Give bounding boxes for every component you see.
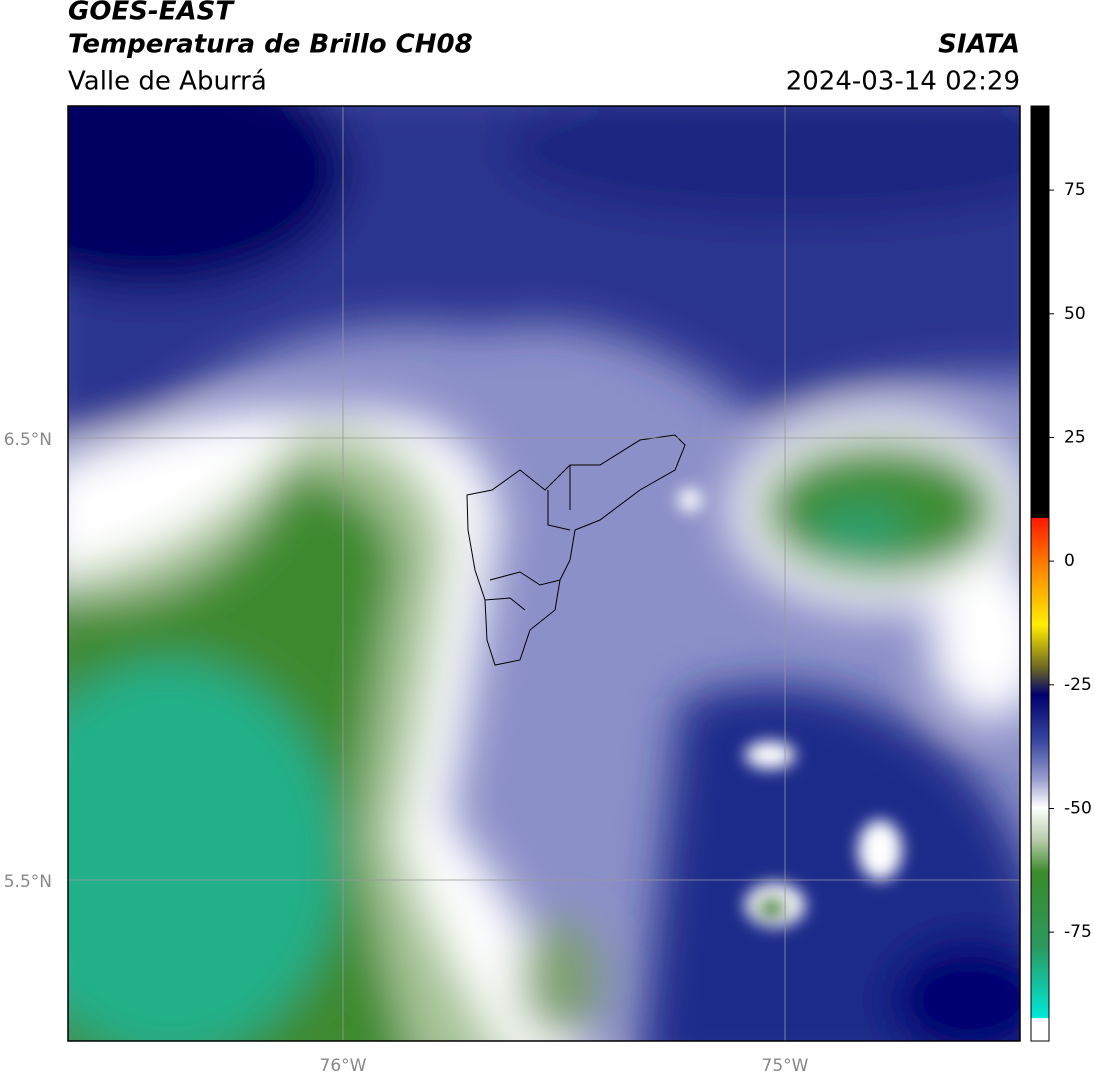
colorbar-tick-label: 50 — [1064, 304, 1086, 324]
colorbar-tick-label: -25 — [1064, 675, 1092, 695]
municipal-boundaries — [466, 434, 686, 666]
region: Valle de Aburrá — [68, 67, 267, 97]
lat-label: 5.5°N — [4, 872, 52, 892]
title: GOES-EAST — [68, 0, 235, 27]
satellite-field — [68, 106, 1020, 1041]
subtitle: Temperatura de Brillo CH08 — [68, 30, 473, 60]
colorbar-tick-label: 75 — [1064, 180, 1086, 200]
colorbar-tick-label: 25 — [1064, 427, 1086, 447]
colorbar — [1030, 105, 1050, 1042]
colorbar-tick-label: -75 — [1064, 922, 1092, 942]
lat-label: 6.5°N — [4, 430, 52, 450]
colorbar-tick-label: 0 — [1064, 551, 1075, 571]
datetime: 2024-03-14 02:29 — [786, 67, 1020, 97]
map-frame — [67, 105, 1021, 1042]
source: SIATA — [938, 30, 1020, 60]
lon-label: 76°W — [320, 1056, 367, 1076]
lon-label: 75°W — [762, 1056, 809, 1076]
colorbar-tick-label: -50 — [1064, 798, 1092, 818]
